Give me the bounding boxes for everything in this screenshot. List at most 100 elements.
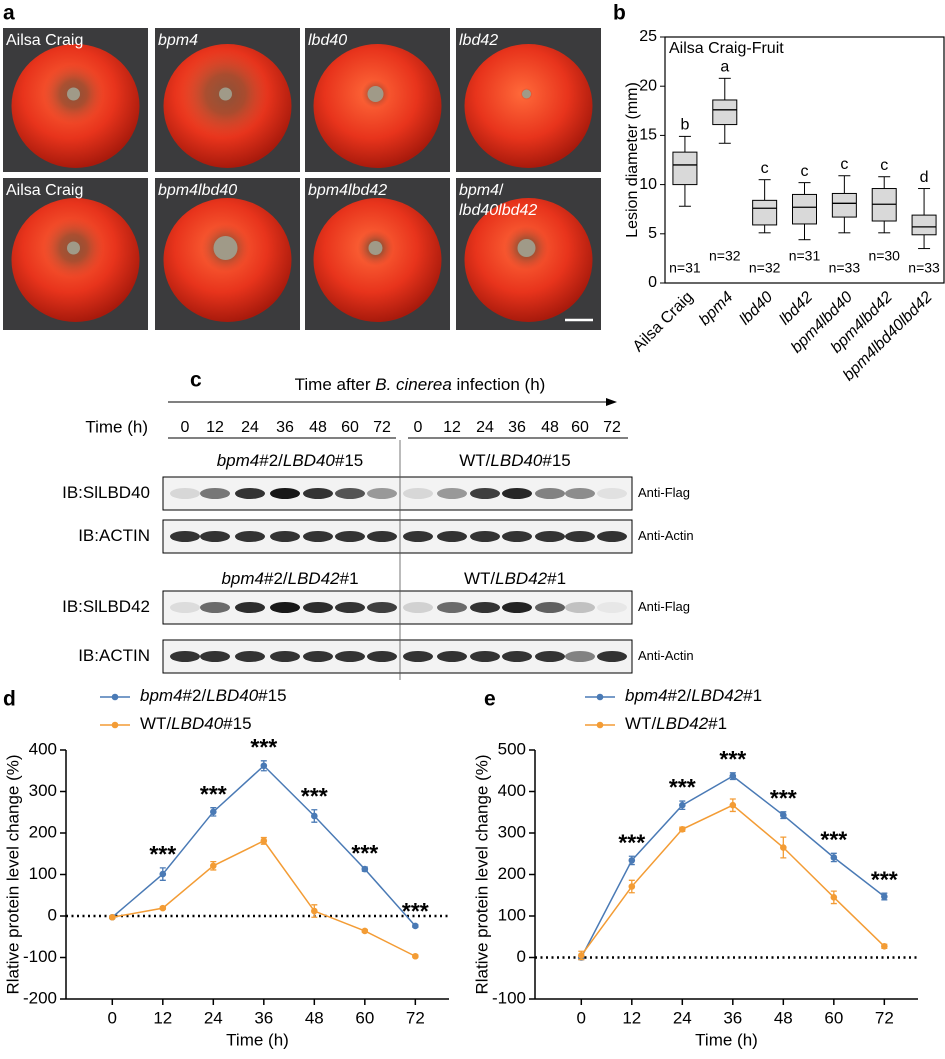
- band: [335, 602, 365, 613]
- x-tick-label: 0: [108, 1008, 117, 1027]
- significance: ***: [871, 866, 898, 892]
- arrow-head: [606, 398, 617, 406]
- band: [235, 531, 265, 542]
- antibody-label: Anti-Flag: [638, 485, 690, 500]
- y-tick-label: -100: [492, 988, 526, 1007]
- y-axis-label: Rlative protein level change (%): [3, 754, 22, 994]
- band: [270, 651, 300, 662]
- band: [303, 602, 333, 613]
- band: [535, 531, 565, 542]
- n-label: n=33: [829, 260, 861, 276]
- point: [577, 952, 585, 959]
- n-label: n=33: [908, 260, 940, 276]
- x-tick-label: 12: [622, 1008, 641, 1027]
- point: [628, 857, 636, 864]
- significance: ***: [250, 734, 277, 760]
- time-label: Time (h): [85, 417, 148, 436]
- band: [502, 531, 532, 542]
- x-tick-label: 72: [406, 1008, 425, 1027]
- panel-label: c: [190, 369, 202, 392]
- photo-label: lbd40: [308, 32, 347, 49]
- band: [200, 651, 230, 662]
- n-label: n=30: [868, 248, 900, 264]
- y-tick-label: 15: [639, 127, 657, 144]
- row-label: IB:ACTIN: [78, 646, 150, 665]
- band: [303, 531, 333, 542]
- time-point: 72: [373, 419, 391, 436]
- band: [200, 531, 230, 542]
- significance: ***: [200, 781, 227, 807]
- y-axis-label: Rlative protein level change (%): [472, 754, 491, 994]
- photo-label: bpm4lbd42: [308, 182, 387, 199]
- group-letter: c: [840, 156, 848, 173]
- y-tick-label: 0: [517, 947, 526, 966]
- photo-label: lbd40lbd42: [459, 202, 537, 219]
- time-point: 12: [206, 419, 224, 436]
- point: [159, 870, 167, 878]
- time-point: 0: [181, 419, 190, 436]
- point: [108, 913, 116, 921]
- n-label: n=31: [669, 260, 701, 276]
- x-axis-label: Time (h): [695, 1030, 758, 1049]
- lesion: [368, 241, 383, 255]
- point: [361, 927, 369, 935]
- band: [235, 602, 265, 613]
- y-tick-label: 200: [498, 864, 526, 883]
- band: [270, 602, 300, 613]
- band: [235, 651, 265, 662]
- chart-title: Ailsa Craig-Fruit: [669, 40, 784, 57]
- band: [597, 602, 627, 613]
- significance: ***: [149, 841, 176, 867]
- band: [597, 488, 627, 499]
- x-tick-label: 12: [153, 1008, 172, 1027]
- point: [260, 762, 268, 770]
- antibody-label: Anti-Flag: [638, 599, 690, 614]
- band: [470, 602, 500, 613]
- point: [881, 893, 888, 900]
- time-point: 72: [603, 419, 621, 436]
- legend-marker: [596, 693, 604, 701]
- point: [628, 883, 636, 890]
- box: [712, 99, 738, 126]
- band: [437, 531, 467, 542]
- time-point: 24: [476, 419, 494, 436]
- y-tick-label: 20: [639, 77, 657, 94]
- legend-marker: [111, 721, 119, 729]
- band: [470, 651, 500, 662]
- antibody-label: Anti-Actin: [638, 648, 694, 663]
- band: [535, 651, 565, 662]
- significance: ***: [719, 746, 746, 772]
- panel-label: a: [3, 2, 15, 25]
- box: [831, 192, 857, 218]
- band: [437, 602, 467, 613]
- time-point: 60: [341, 419, 359, 436]
- n-label: n=32: [709, 248, 741, 264]
- band: [270, 531, 300, 542]
- significance: ***: [770, 785, 797, 811]
- panel-label: d: [3, 688, 16, 711]
- y-tick-label: -200: [23, 988, 57, 1007]
- box: [911, 214, 937, 236]
- y-tick-label: 300: [29, 781, 57, 800]
- legend-marker: [111, 693, 119, 701]
- y-axis-label: Lesion diameter (mm): [624, 82, 641, 238]
- row-label: IB:SlLBD40: [62, 483, 150, 502]
- band: [235, 488, 265, 499]
- band: [335, 531, 365, 542]
- band: [170, 602, 200, 613]
- n-label: n=32: [749, 260, 781, 276]
- group-letter: c: [880, 157, 888, 174]
- tomato: [464, 44, 593, 168]
- time-point: 48: [541, 419, 559, 436]
- lesion: [522, 89, 531, 99]
- band: [437, 488, 467, 499]
- lesion: [67, 87, 80, 101]
- antibody-label: Anti-Actin: [638, 528, 694, 543]
- y-tick-label: 200: [29, 822, 57, 841]
- band: [270, 488, 300, 499]
- band: [565, 531, 595, 542]
- band: [502, 651, 532, 662]
- group-letter: b: [680, 117, 689, 134]
- band: [502, 602, 532, 613]
- band: [335, 488, 365, 499]
